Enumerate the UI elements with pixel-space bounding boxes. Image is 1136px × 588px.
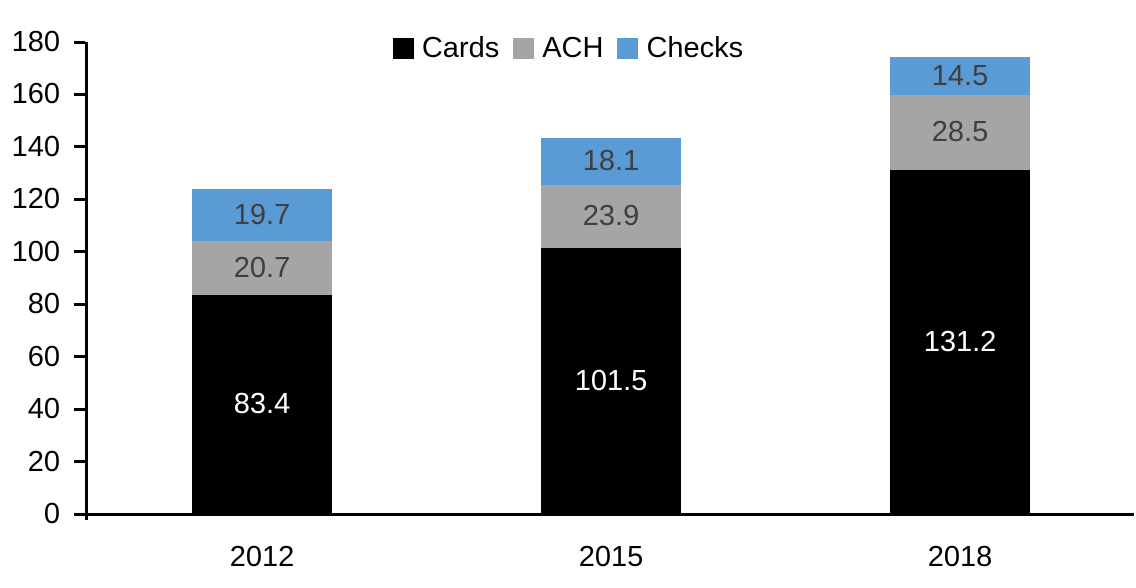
y-axis-tick [74,93,85,96]
bar-segment-ach-2012: 20.7 [192,241,332,295]
legend-marker-checks [617,37,639,59]
y-axis-tick [74,145,85,148]
bar-value-label: 20.7 [233,251,291,284]
bar-value-label: 19.7 [233,198,291,231]
bar-value-label: 28.5 [931,116,989,148]
y-axis-tick [74,250,85,253]
bar-value-label: 18.1 [582,145,640,177]
bar-segment-checks-2012: 19.7 [192,189,332,241]
y-axis-line [85,42,88,520]
x-axis-category-label: 2015 [578,541,644,573]
bar-segment-cards-2018: 131.2 [890,170,1030,514]
y-axis-tick-label: 80 [27,288,60,320]
legend-marker-cards [392,37,414,59]
legend-item-checks: Checks [617,33,743,63]
bar-value-label: 14.5 [931,59,989,92]
y-axis-tick [74,303,85,306]
y-axis-tick-label: 180 [11,26,60,58]
y-axis-tick [74,408,85,411]
y-axis-tick-label: 120 [11,183,60,215]
legend-label: Checks [646,32,744,64]
y-axis-tick-label: 140 [11,131,60,163]
x-axis-category-label: 2018 [927,541,993,573]
y-axis-tick [74,355,85,358]
y-axis-tick-label: 60 [27,341,60,373]
bar-value-label: 101.5 [574,364,648,397]
bar-segment-checks-2018: 14.5 [890,57,1030,95]
legend-label: ACH [542,32,604,64]
y-axis-tick-label: 100 [11,236,60,268]
x-axis-category-label: 2012 [229,541,295,573]
y-axis-tick-label: 40 [27,393,60,425]
legend-marker-ach [513,37,535,59]
bar-value-label: 83.4 [233,388,291,420]
bar-segment-cards-2012: 83.4 [192,295,332,514]
y-axis-tick [74,198,85,201]
y-axis-tick-label: 20 [27,446,60,478]
bar-value-label: 131.2 [923,325,997,358]
x-axis-line [85,513,1134,516]
legend-item-ach: ACH [513,33,603,63]
legend-label: Cards [421,32,500,64]
y-axis-tick [74,513,85,516]
legend-item-cards: Cards [392,32,500,64]
y-axis-tick-label: 160 [11,78,60,110]
chart-legend: Cards ACH Checks [0,33,1136,63]
bar-segment-checks-2015: 18.1 [541,138,681,185]
bar-value-label: 23.9 [582,200,640,232]
bar-segment-ach-2018: 28.5 [890,95,1030,170]
bar-segment-cards-2015: 101.5 [541,248,681,514]
y-axis-tick [74,41,85,44]
bar-segment-ach-2015: 23.9 [541,185,681,248]
y-axis-tick-label: 0 [43,498,60,530]
y-axis-tick [74,460,85,463]
